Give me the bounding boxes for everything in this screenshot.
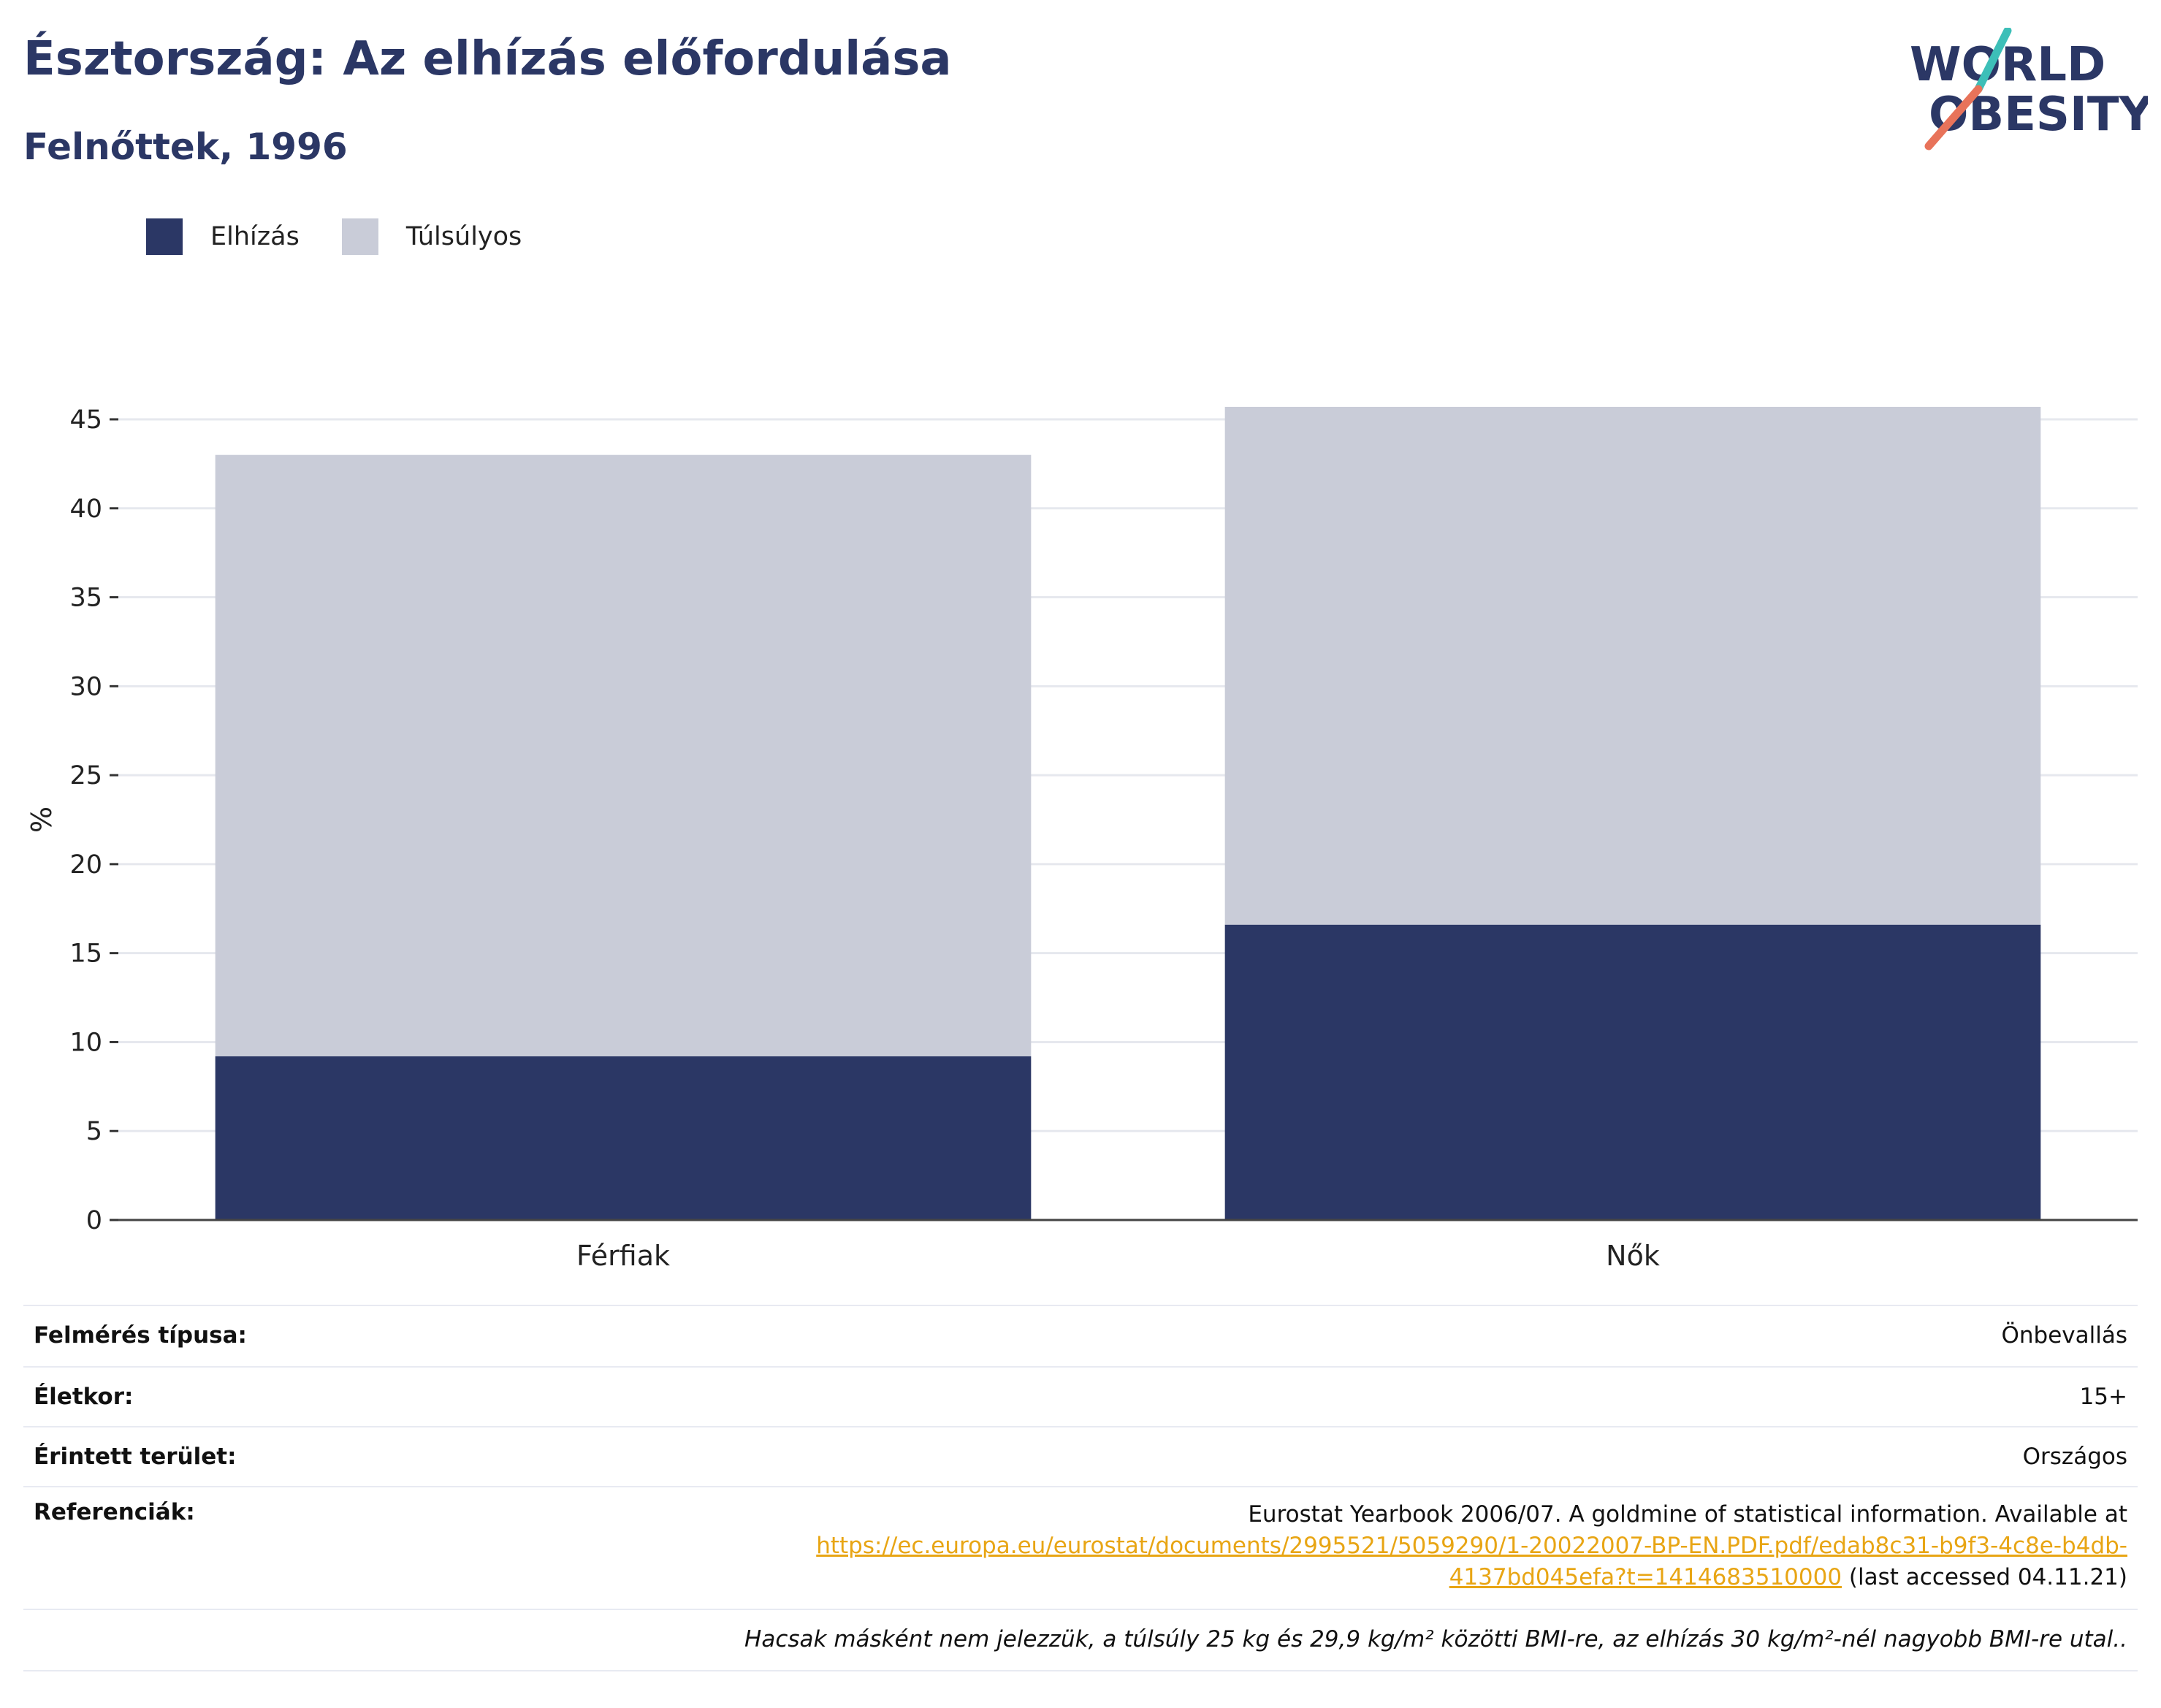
x-tick-label-0: Férfiak <box>576 1240 670 1272</box>
area-label: Érintett terület: <box>34 1444 237 1470</box>
area-value: Országos <box>2022 1444 2127 1470</box>
info-row-note: Hacsak másként nem jelezzük, a túlsúly 2… <box>23 1610 2138 1671</box>
logo-slash-bottom <box>1924 85 1983 150</box>
y-tick-label-0: 0 <box>86 1206 102 1235</box>
info-row-area: Érintett terület: Országos <box>23 1427 2138 1487</box>
legend-item-obesity[interactable]: Elhízás <box>146 218 300 255</box>
info-row-age: Életkor: 15+ <box>23 1368 2138 1427</box>
legend-swatch-overweight <box>341 218 378 255</box>
bar-overweight-0 <box>215 454 1032 1056</box>
survey-type-value: Önbevallás <box>2001 1322 2127 1349</box>
y-tick-label-3: 15 <box>69 939 102 969</box>
logo-slash-top <box>1974 28 2012 94</box>
references-link-part1[interactable]: https://ec.europa.eu/eurostat/documents/… <box>816 1533 2127 1559</box>
page-subtitle: Felnőttek, 1996 <box>23 126 348 168</box>
y-tick-label-5: 25 <box>69 761 102 790</box>
age-value: 15+ <box>2079 1384 2127 1410</box>
y-tick-label-6: 30 <box>69 672 102 701</box>
legend-label-obesity: Elhízás <box>210 222 300 251</box>
y-tick-label-2: 10 <box>69 1028 102 1057</box>
stacked-bar-chart: 0 5 10 15 20 25 30 35 40 45% Férfiak Nők <box>26 405 2138 1272</box>
y-tick-label-7: 35 <box>69 584 102 613</box>
y-axis-label: % <box>26 807 58 833</box>
references-value: Eurostat Yearbook 2006/07. A goldmine of… <box>816 1499 2127 1593</box>
age-label: Életkor: <box>34 1384 134 1410</box>
references-link-part2[interactable]: 4137bd045efa?t=1414683510000 <box>1449 1564 1842 1590</box>
bmi-note: Hacsak másként nem jelezzük, a túlsúly 2… <box>744 1626 2127 1652</box>
x-tick-label-1: Nők <box>1606 1240 1660 1272</box>
y-tick-label-1: 5 <box>86 1117 102 1146</box>
bar-obesity-1 <box>1224 924 2041 1220</box>
references-text: Eurostat Yearbook 2006/07. A goldmine of… <box>1248 1501 2127 1528</box>
y-tick-label-4: 20 <box>69 850 102 880</box>
legend-item-overweight[interactable]: Túlsúlyos <box>341 218 522 255</box>
world-obesity-logo: WORLD OBESITY <box>1910 28 2148 150</box>
bar-overweight-1 <box>1224 406 2041 925</box>
legend-swatch-obesity <box>146 218 183 255</box>
legend-label-overweight: Túlsúlyos <box>405 222 522 251</box>
info-row-survey-type: Felmérés típusa: Önbevallás <box>23 1306 2138 1368</box>
page-title: Észtország: Az elhízás előfordulása <box>23 32 952 86</box>
info-row-references: Referenciák: Eurostat Yearbook 2006/07. … <box>23 1487 2138 1610</box>
info-table: Felmérés típusa: Önbevallás Életkor: 15+… <box>23 1305 2138 1671</box>
references-label: Referenciák: <box>34 1499 195 1525</box>
y-tick-label-9: 45 <box>69 405 102 435</box>
bar-obesity-0 <box>215 1056 1032 1220</box>
references-accessed: (last accessed 04.11.21) <box>1842 1564 2127 1590</box>
logo-text-world: WORLD <box>1910 38 2105 92</box>
logo-text-obesity: OBESITY <box>1929 88 2148 142</box>
chart-legend: Elhízás Túlsúlyos <box>146 216 564 257</box>
survey-type-label: Felmérés típusa: <box>34 1322 247 1349</box>
y-tick-label-8: 40 <box>69 495 102 524</box>
